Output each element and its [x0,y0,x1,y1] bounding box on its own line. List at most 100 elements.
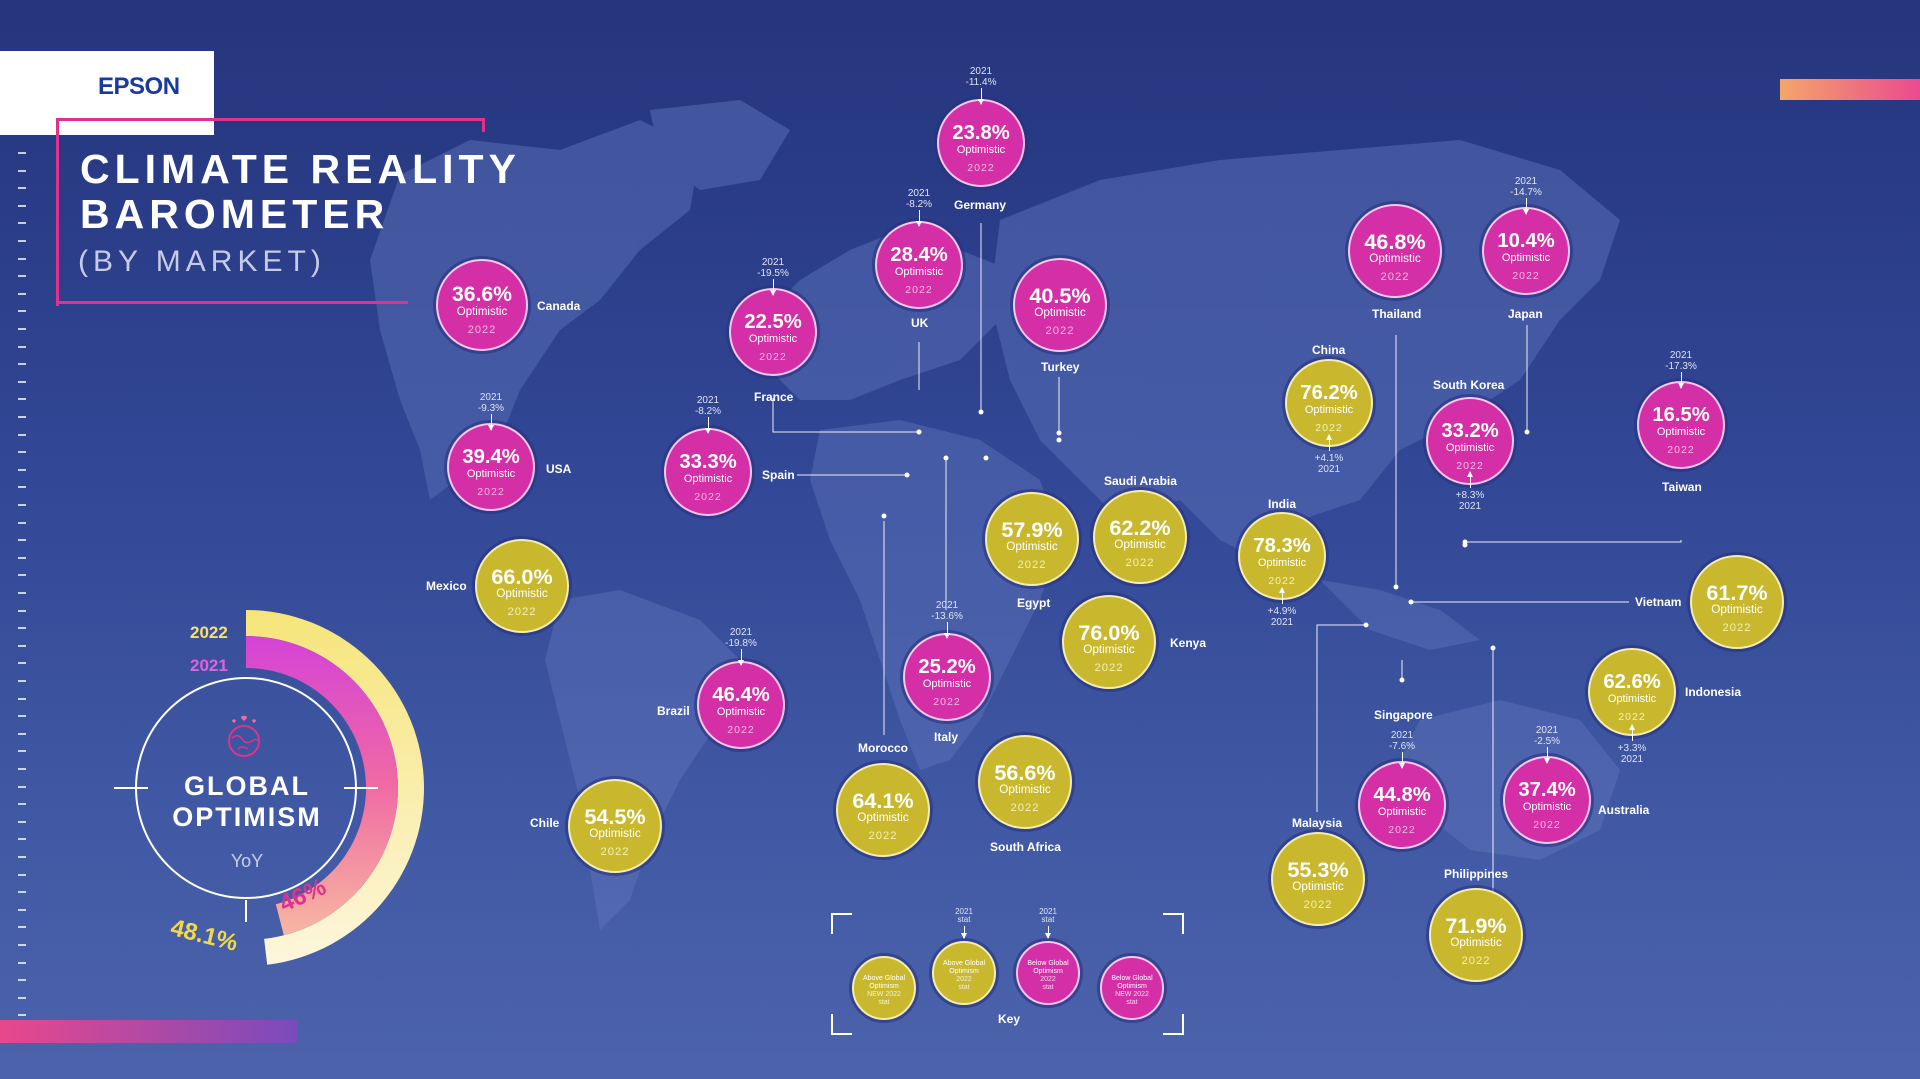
ruler-tick [18,961,26,964]
ruler-tick [18,944,26,946]
market-bubble-canada: 36.6% Optimistic 2022 [436,259,528,351]
gauge-subtitle: YoY [230,851,264,871]
key-text: stat [1042,984,1054,991]
market-percentage: 46.8% [1364,228,1426,254]
ruler-tick [18,398,26,401]
ruler-tick [18,521,26,524]
market-year: 2022 [694,490,722,503]
change-arrow-icon [1523,198,1529,215]
market-change: 2021 -8.2% [678,395,738,417]
ruler-tick [18,451,26,454]
key-text: Above Global [942,960,986,967]
change-year: 2021 [1620,754,1644,765]
market-percentage: 33.3% [679,451,737,474]
key-change-stat: stat [957,915,971,924]
market-year: 2022 [1512,269,1540,282]
change-year: 2021 [1390,730,1414,741]
change-arrow-icon [705,417,711,434]
key-text: Above Global [862,975,906,982]
ruler-tick [18,856,26,858]
market-percentage: 44.8% [1373,784,1431,807]
market-percentage: 61.7% [1706,579,1768,605]
market-bubble-egypt: 57.9% Optimistic 2022 [985,492,1079,586]
market-year: 2022 [1010,801,1040,814]
optimistic-label: Optimistic [1369,252,1421,266]
market-bubble-india: 78.3% Optimistic 2022 [1238,512,1326,600]
market-percentage: 46.4% [712,684,770,707]
market-percentage: 25.2% [918,656,976,679]
market-name: Brazil [657,704,690,718]
market-percentage: 62.2% [1109,514,1171,540]
market-percentage: 55.3% [1287,856,1349,882]
change-arrow-icon [1279,587,1285,604]
optimistic-label: Optimistic [857,811,909,825]
market-percentage: 57.9% [1001,516,1063,542]
market-change: 2021 -19.8% [711,627,771,649]
market-name: Egypt [1017,596,1051,610]
change-arrow-icon [1678,372,1684,389]
market-name: China [1312,343,1346,357]
ruler-tick [18,152,26,154]
title-frame-bottom [56,301,408,304]
market-year: 2022 [477,485,505,498]
ruler-tick [18,803,26,806]
key-text: Optimism [949,968,979,975]
ruler-tick [18,926,26,929]
market-bubble-china: 76.2% Optimistic 2022 [1285,359,1373,447]
market-percentage: 36.6% [452,283,512,307]
optimistic-label: Optimistic [1445,442,1495,455]
arc-2022 [246,610,424,965]
market-year: 2022 [967,161,995,174]
key-text: Below Global [1111,975,1153,982]
change-arrow-icon [916,210,922,227]
optimistic-label: Optimistic [1006,540,1058,554]
optimistic-label: Optimistic [456,306,508,319]
market-percentage: 16.5% [1652,404,1710,427]
change-value: -17.3% [1665,361,1697,372]
change-year: 2021 [479,392,503,403]
ruler-tick [18,891,26,894]
change-arrow-icon [1467,471,1473,488]
change-arrow-icon [738,649,744,666]
change-value: -8.2% [694,406,722,417]
change-arrow-icon [1629,724,1635,741]
ruler-tick [18,240,26,242]
market-percentage: 64.1% [852,787,914,813]
ruler-tick [18,979,26,982]
ruler-tick [18,416,26,418]
optimistic-label: Optimistic [956,144,1006,157]
market-year: 2022 [1045,324,1075,337]
market-name: Indonesia [1685,685,1742,699]
market-percentage: 78.3% [1253,535,1311,558]
market-year: 2022 [1667,443,1695,456]
market-bubble-japan: 10.4% Optimistic 2022 [1482,207,1570,295]
arc-2021 [246,636,398,936]
optimistic-label: Optimistic [999,783,1051,797]
market-name: Thailand [1372,307,1422,321]
market-bubble-south-africa: 56.6% Optimistic 2022 [978,735,1072,829]
legend-2022: 2022 [190,623,228,642]
market-bubble-thailand: 46.8% Optimistic 2022 [1348,204,1442,298]
optimistic-label: Optimistic [1114,538,1166,552]
change-value: -19.5% [757,268,789,279]
market-change: 2021 -2.5% [1517,725,1577,747]
key-text: Optimism [1033,968,1063,975]
optimistic-label: Optimistic [1711,603,1763,617]
ruler-tick [18,820,26,823]
market-name: USA [546,462,572,476]
market-year: 2022 [1094,661,1124,674]
change-value: -7.6% [1388,741,1416,752]
ruler-tick [18,345,26,348]
market-bubble-malaysia: 55.3% Optimistic 2022 [1271,832,1365,926]
market-name: India [1268,497,1297,511]
key-text: Optimism [1117,983,1147,990]
change-year: 2021 [1270,617,1294,628]
key-bubble: Below Global Optimism 2022 stat [1016,941,1080,1005]
market-year: 2022 [905,283,933,296]
change-value: +8.3% [1455,490,1485,501]
change-value: -14.7% [1510,187,1542,198]
ruler-tick [18,504,26,506]
key-text: 2022 [956,976,972,983]
market-name: Turkey [1041,360,1080,374]
market-bubble-morocco: 64.1% Optimistic 2022 [836,763,930,857]
